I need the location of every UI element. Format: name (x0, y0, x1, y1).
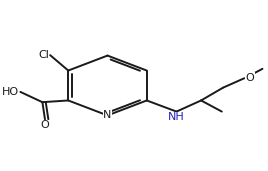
Text: NH: NH (168, 113, 185, 122)
Text: HO: HO (2, 87, 19, 97)
Text: Cl: Cl (38, 50, 49, 60)
Text: N: N (103, 110, 112, 120)
Text: O: O (41, 120, 49, 130)
Text: O: O (245, 73, 254, 83)
